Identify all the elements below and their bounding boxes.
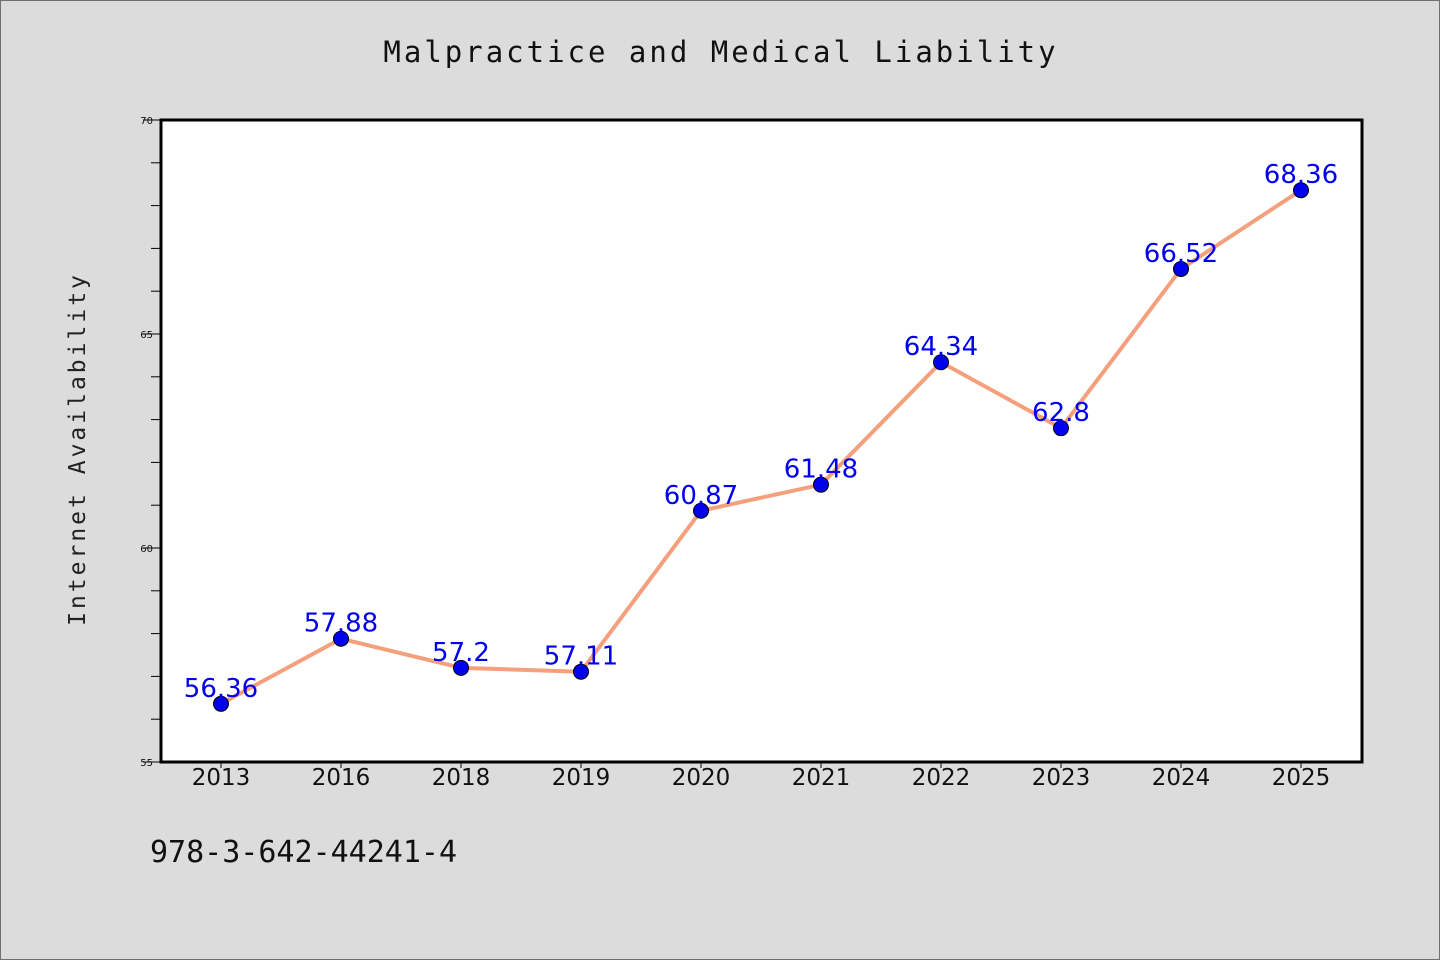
x-tick-label: 2022 [912,765,971,791]
data-label: 57.88 [304,609,378,639]
plot-area [159,118,1364,764]
footer-code: 978-3-642-44241-4 [150,835,458,870]
data-point [1053,420,1069,437]
data-label: 60.87 [664,481,738,511]
data-point [813,476,829,493]
data-point [1173,260,1189,277]
chart-title: Malpractice and Medical Liability [383,35,1059,69]
data-label: 62.8 [1032,398,1090,428]
data-label: 56.36 [184,674,258,704]
x-tick-label: 2025 [1272,765,1331,791]
series-group: 56.36 57.88 57.2 57.11 60.87 61.48 64.34 62.8 66… [184,160,1338,712]
x-tick-label: 2013 [192,765,251,791]
y-axis-ticks: 55 60 65 70 [140,116,161,769]
data-label: 61.48 [784,455,858,485]
y-tick-label: 60 [140,544,153,555]
data-label: 66.52 [1144,239,1218,269]
data-point [693,502,709,519]
data-point [573,663,589,680]
x-tick-label: 2019 [552,765,611,791]
x-tick-label: 2018 [432,765,491,791]
data-label: 57.2 [432,638,490,668]
x-tick-label: 2023 [1032,765,1091,791]
x-axis-ticks: 2013 2016 2018 2019 2020 2021 2022 2023 2024 2025 [192,762,1331,791]
y-tick-label: 55 [140,758,153,769]
data-label: 57.11 [544,642,618,672]
data-point [453,659,469,676]
data-point [333,630,349,647]
data-label: 64.34 [904,332,978,362]
data-point [1293,182,1309,199]
x-tick-label: 2020 [672,765,731,791]
y-tick-label: 70 [140,116,153,127]
data-point [213,695,229,712]
x-tick-label: 2024 [1152,765,1211,791]
series-line [220,188,1303,706]
data-point [933,354,949,371]
y-tick-label: 65 [140,330,153,341]
data-label: 68.36 [1264,160,1338,190]
x-tick-label: 2016 [312,765,371,791]
x-tick-label: 2021 [792,765,851,791]
